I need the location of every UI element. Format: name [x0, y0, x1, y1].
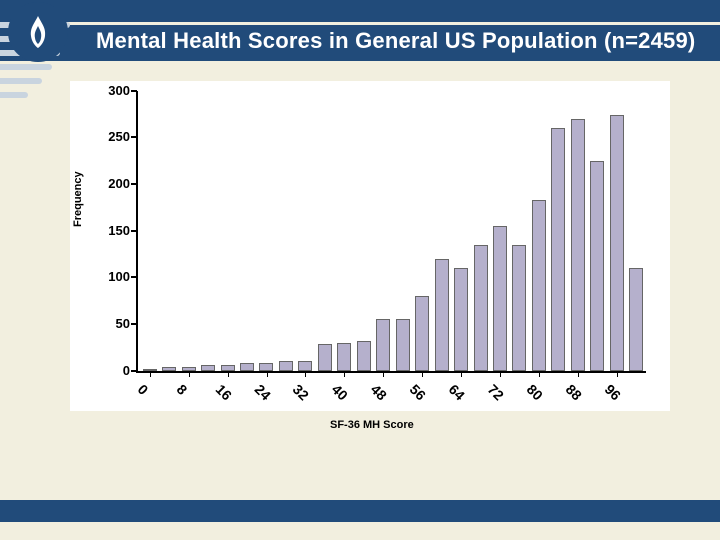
xtick-mark	[500, 371, 501, 377]
xtick-mark	[539, 371, 540, 377]
ytick-label: 200	[90, 176, 130, 191]
top-band	[0, 0, 720, 22]
histogram-bar	[454, 268, 468, 371]
histogram-bar	[201, 365, 215, 371]
histogram-bar	[162, 367, 176, 371]
histogram-bar	[435, 259, 449, 371]
xtick-mark	[383, 371, 384, 377]
x-axis-label: SF-36 MH Score	[330, 419, 414, 431]
ytick-label: 250	[90, 129, 130, 144]
histogram-bar	[259, 363, 273, 370]
xtick-mark	[344, 371, 345, 377]
ytick-mark	[131, 370, 137, 372]
ytick-label: 300	[90, 83, 130, 98]
plot-area	[140, 91, 646, 371]
ytick-mark	[131, 183, 137, 185]
histogram-bar	[337, 343, 351, 371]
xtick-mark	[267, 371, 268, 377]
logo-circle	[8, 2, 68, 62]
y-axis-label: Frequency	[72, 171, 84, 227]
histogram-bar	[474, 245, 488, 371]
xtick-mark	[228, 371, 229, 377]
ytick-label: 0	[90, 363, 130, 378]
histogram-bar	[571, 119, 585, 371]
ytick-label: 150	[90, 223, 130, 238]
histogram-bar	[415, 296, 429, 371]
histogram-bar	[551, 128, 565, 371]
header: Mental Health Scores in General US Popul…	[0, 25, 720, 61]
xtick-mark	[305, 371, 306, 377]
x-axis-line	[136, 371, 646, 373]
histogram-bar	[357, 341, 371, 371]
histogram-bar	[396, 319, 410, 370]
footer-gap	[0, 488, 720, 500]
ytick-mark	[131, 323, 137, 325]
ytick-mark	[131, 136, 137, 138]
xtick-mark	[617, 371, 618, 377]
histogram-bar	[512, 245, 526, 371]
histogram-bar	[590, 161, 604, 371]
xtick-mark	[189, 371, 190, 377]
histogram-bar	[532, 200, 546, 371]
xtick-mark	[422, 371, 423, 377]
footer-band	[0, 500, 720, 522]
ytick-mark	[131, 276, 137, 278]
histogram-bar	[610, 115, 624, 371]
histogram-bar	[493, 226, 507, 371]
ytick-label: 100	[90, 269, 130, 284]
ytick-mark	[131, 90, 137, 92]
xtick-mark	[150, 371, 151, 377]
histogram-bar	[376, 319, 390, 370]
page-title: Mental Health Scores in General US Popul…	[96, 27, 710, 55]
chart-area: Frequency SF-36 MH Score 0 50 100 150 200 250…	[0, 61, 720, 481]
flame-icon	[25, 14, 51, 50]
ytick-label: 50	[90, 316, 130, 331]
histogram-bar	[240, 363, 254, 370]
ytick-mark	[131, 230, 137, 232]
histogram-bar	[629, 268, 643, 371]
histogram-bar	[298, 361, 312, 370]
histogram-bar	[318, 344, 332, 370]
histogram-bar	[279, 361, 293, 370]
xtick-mark	[578, 371, 579, 377]
xtick-mark	[461, 371, 462, 377]
